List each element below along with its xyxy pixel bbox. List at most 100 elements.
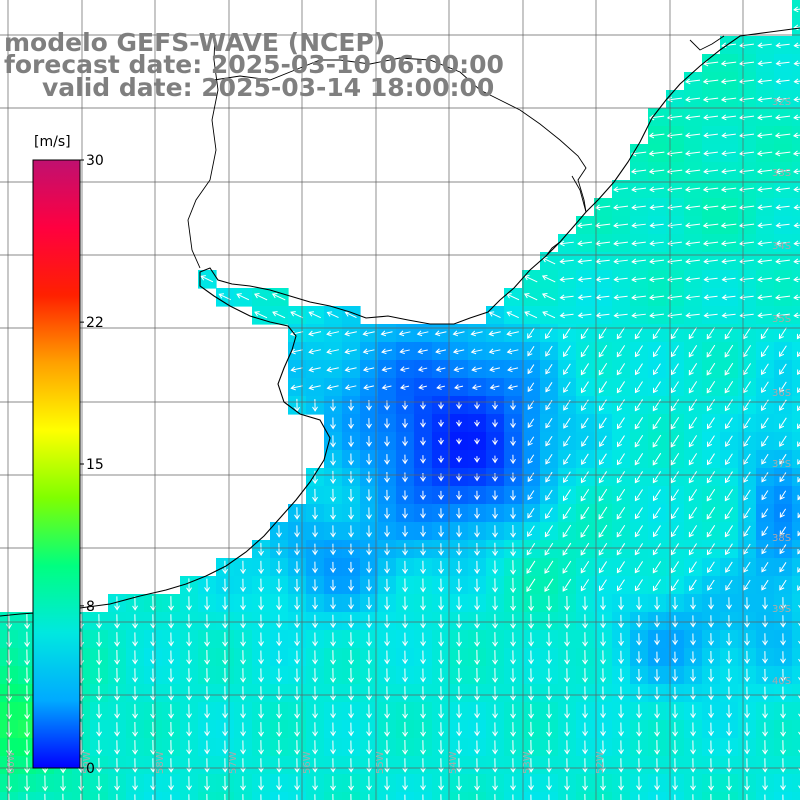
wind-arrow — [417, 348, 428, 355]
wind-arrow — [204, 740, 210, 755]
wind-arrow — [702, 186, 719, 193]
wind-arrow — [648, 132, 665, 139]
wind-arrow — [276, 596, 282, 611]
wind-arrow — [348, 561, 354, 574]
wind-arrow — [474, 686, 480, 701]
wind-arrow — [545, 327, 553, 340]
wind-arrow — [402, 418, 408, 429]
wind-arrow — [114, 668, 120, 683]
wind-arrow — [294, 561, 300, 574]
wind-arrow — [742, 363, 752, 376]
wind-arrow — [384, 507, 390, 520]
wind-arrow — [294, 776, 300, 791]
wind-arrow — [510, 740, 516, 755]
wind-arrow — [240, 650, 246, 665]
wind-arrow — [526, 560, 536, 574]
wind-arrow — [757, 294, 772, 301]
wind-arrow — [685, 78, 701, 85]
wind-arrow — [703, 312, 718, 319]
wind-arrow — [634, 381, 643, 394]
wind-arrow — [634, 471, 644, 484]
wind-arrow — [224, 793, 226, 800]
wind-arrow — [308, 311, 321, 319]
wind-arrow — [670, 525, 679, 538]
wind-arrow — [366, 561, 372, 574]
wind-arrow — [312, 470, 318, 485]
wind-arrow — [526, 578, 536, 592]
wind-arrow — [512, 794, 514, 800]
wind-arrow — [384, 668, 390, 683]
border-line — [689, 35, 725, 51]
wind-arrow — [708, 686, 714, 701]
wind-arrow — [330, 632, 336, 647]
wind-arrow — [779, 345, 787, 358]
wind-arrow — [670, 399, 680, 412]
wind-arrow — [186, 632, 192, 647]
wind-arrow — [761, 363, 769, 376]
wind-arrow — [672, 758, 678, 773]
wind-arrow — [780, 704, 786, 719]
wind-arrow — [688, 381, 698, 394]
wind-arrow — [527, 382, 535, 393]
wind-arrow — [507, 366, 519, 373]
wind-arrow — [236, 293, 250, 301]
wind-arrow — [492, 776, 498, 791]
wind-arrow — [649, 312, 664, 319]
wind-arrow — [702, 78, 719, 85]
wind-arrow — [652, 543, 662, 556]
wind-arrow — [780, 651, 786, 664]
wind-arrow — [362, 348, 375, 355]
wind-arrow — [616, 471, 626, 484]
wind-arrow — [384, 561, 390, 574]
field-cell — [792, 450, 800, 469]
wind-arrow — [78, 757, 84, 774]
colorbar-gradient — [32, 159, 81, 769]
wind-arrow — [326, 366, 339, 373]
wind-arrow — [708, 633, 714, 646]
wind-arrow — [204, 632, 210, 647]
wind-arrow — [670, 561, 680, 574]
wind-arrow — [685, 258, 700, 265]
wind-arrow — [798, 731, 800, 736]
wind-arrow — [492, 650, 498, 665]
wind-arrow — [667, 258, 682, 265]
wind-arrow — [761, 490, 769, 501]
wind-arrow — [580, 542, 590, 556]
wind-arrow — [725, 435, 733, 448]
wind-arrow — [684, 186, 701, 193]
wind-arrow — [563, 453, 571, 465]
wind-arrow — [743, 471, 751, 483]
wind-arrow — [670, 452, 680, 466]
wind-arrow — [546, 721, 552, 737]
wind-arrow — [634, 579, 643, 592]
wind-arrow — [545, 417, 553, 429]
wind-arrow — [348, 758, 354, 773]
wind-arrow — [613, 222, 629, 229]
wind-arrow — [779, 526, 787, 536]
wind-arrow — [707, 561, 715, 574]
wind-arrow — [598, 471, 608, 484]
wind-arrow — [577, 258, 592, 265]
wind-arrow — [308, 330, 322, 337]
wind-arrow — [616, 435, 625, 448]
wind-arrow — [702, 240, 719, 247]
wind-arrow — [326, 384, 339, 391]
field-cell — [792, 594, 800, 613]
field-cell — [792, 540, 800, 559]
wind-arrow — [764, 794, 766, 800]
wind-arrow — [492, 560, 498, 575]
wind-arrow — [564, 758, 570, 773]
wind-arrow — [654, 596, 660, 611]
wind-arrow — [400, 384, 410, 390]
wind-arrow — [634, 525, 644, 538]
field-cell — [792, 756, 800, 775]
wind-arrow — [366, 507, 372, 520]
wind-arrow — [507, 384, 518, 391]
wind-arrow — [649, 204, 664, 211]
wind-arrow — [294, 650, 300, 665]
wind-arrow — [474, 704, 480, 719]
wind-arrow — [648, 276, 665, 283]
wind-arrow — [438, 473, 444, 482]
wind-arrow — [132, 632, 138, 647]
